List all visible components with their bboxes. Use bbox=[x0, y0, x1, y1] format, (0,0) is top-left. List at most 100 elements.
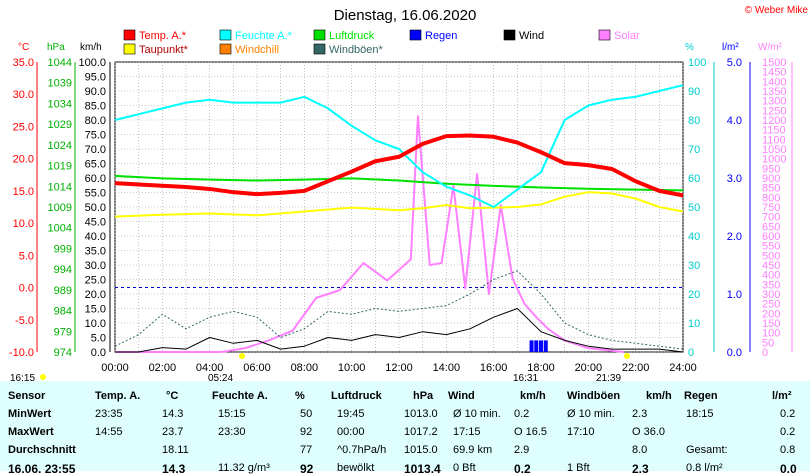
solar-tick-label: 550 bbox=[762, 241, 780, 253]
solar-tick-label: 1250 bbox=[762, 105, 786, 117]
legend-swatch bbox=[503, 29, 516, 41]
x-tick-label: 06:00 bbox=[243, 362, 271, 374]
table-cell: 18.11 bbox=[162, 444, 189, 456]
table-cell: 1 Bft bbox=[567, 462, 590, 474]
table-header: % bbox=[295, 390, 305, 402]
transit-time: 16:31 bbox=[513, 373, 538, 381]
copyright: © Weber Mike bbox=[745, 5, 809, 16]
series-dewpoint bbox=[114, 191, 684, 218]
rain-tick-label: 4.0 bbox=[727, 115, 742, 127]
humidity-tick-label: 30 bbox=[688, 260, 700, 272]
wind-tick-label: 0.0 bbox=[91, 347, 106, 359]
humidity-unit-label: % bbox=[685, 42, 694, 53]
row-label: MaxWert bbox=[8, 426, 54, 438]
legend-label: Solar bbox=[614, 30, 640, 42]
table-cell: 14.3 bbox=[162, 462, 186, 476]
table-cell: 14:55 bbox=[95, 426, 123, 438]
solar-tick-label: 1500 bbox=[762, 57, 786, 69]
x-tick-label: 18:00 bbox=[527, 362, 555, 374]
x-tick-label: 04:00 bbox=[196, 362, 224, 374]
table-cell: 2.9 bbox=[514, 444, 530, 456]
humidity-tick-label: 10 bbox=[688, 318, 700, 330]
solar-tick-label: 700 bbox=[762, 212, 780, 224]
rain-tick-label: 2.0 bbox=[727, 231, 742, 243]
table-cell: 0.0 bbox=[780, 462, 797, 476]
solar-tick-label: 1200 bbox=[762, 115, 786, 127]
temp-tick-label: 30.0 bbox=[13, 89, 34, 101]
temp-tick-label: 0.0 bbox=[19, 283, 34, 295]
humidity-tick-label: 0 bbox=[688, 347, 694, 359]
solar-tick-label: 250 bbox=[762, 299, 780, 311]
rain-tick-label: 5.0 bbox=[727, 57, 742, 69]
table-cell: 0.2 bbox=[780, 408, 796, 420]
pressure-tick-label: 989 bbox=[54, 285, 72, 297]
table-header: l/m² bbox=[772, 390, 792, 402]
table-cell: 69.9 km bbox=[453, 444, 493, 456]
x-tick-label: 20:00 bbox=[575, 362, 603, 374]
solar-tick-label: 100 bbox=[762, 328, 780, 340]
legend-swatch bbox=[313, 29, 326, 41]
solar-tick-label: 1100 bbox=[762, 134, 786, 146]
rain-tick-label: 1.0 bbox=[727, 289, 742, 301]
temp-tick-label: 25.0 bbox=[13, 121, 34, 133]
solar-tick-label: 1150 bbox=[762, 125, 786, 137]
series-pressure bbox=[114, 174, 684, 192]
x-tick-label: 24:00 bbox=[669, 362, 697, 374]
table-header: °C bbox=[166, 390, 179, 402]
x-tick-label: 14:00 bbox=[433, 362, 461, 374]
legend-swatch bbox=[598, 29, 611, 41]
pressure-tick-label: 984 bbox=[54, 306, 72, 318]
temp-tick-label: -5.0 bbox=[15, 315, 34, 327]
humidity-tick-label: 80 bbox=[688, 115, 700, 127]
rain-tick-label: 3.0 bbox=[727, 173, 742, 185]
sun-icon bbox=[40, 374, 46, 380]
wind-tick-label: 100.0 bbox=[78, 57, 106, 69]
pressure-unit-label: hPa bbox=[47, 42, 65, 53]
chart-title: Dienstag, 16.06.2020 bbox=[334, 7, 477, 24]
legend-label: Taupunkt* bbox=[139, 44, 189, 56]
wind-tick-label: 75.0 bbox=[85, 130, 106, 142]
legend-label: Temp. A.* bbox=[139, 30, 187, 42]
wind-tick-label: 10.0 bbox=[85, 318, 106, 330]
series-temp bbox=[114, 133, 684, 198]
wind-tick-label: 55.0 bbox=[85, 188, 106, 200]
legend-swatch bbox=[409, 29, 422, 41]
solar-tick-label: 900 bbox=[762, 173, 780, 185]
table-header: Temp. A. bbox=[95, 390, 141, 402]
legend-swatch bbox=[123, 43, 136, 55]
wind-tick-label: 25.0 bbox=[85, 275, 106, 287]
wind-tick-label: 80.0 bbox=[85, 115, 106, 127]
table-cell: 2.3 bbox=[632, 408, 648, 420]
rain-unit-label: l/m² bbox=[722, 42, 739, 53]
temp-tick-label: 20.0 bbox=[13, 154, 34, 166]
pressure-tick-label: 1019 bbox=[48, 161, 72, 173]
table-cell: 0.2 bbox=[514, 462, 531, 476]
wind-unit-label: km/h bbox=[80, 42, 102, 53]
wind-tick-label: 45.0 bbox=[85, 217, 106, 229]
humidity-tick-label: 90 bbox=[688, 86, 700, 98]
rain-bar bbox=[539, 340, 543, 352]
table-header: Feuchte A. bbox=[212, 390, 268, 402]
legend-label: Windböen* bbox=[329, 44, 384, 56]
wind-tick-label: 65.0 bbox=[85, 159, 106, 171]
solar-tick-label: 1350 bbox=[762, 86, 786, 98]
table-header: Regen bbox=[684, 390, 718, 402]
table-cell: 23:35 bbox=[95, 408, 123, 420]
wind-tick-label: 20.0 bbox=[85, 289, 106, 301]
table-cell: 00:00 bbox=[337, 426, 365, 438]
pressure-tick-label: 1029 bbox=[48, 119, 72, 131]
solar-tick-label: 1050 bbox=[762, 144, 786, 156]
solar-tick-label: 350 bbox=[762, 279, 780, 291]
temp-tick-label: 35.0 bbox=[13, 57, 34, 69]
pressure-tick-label: 999 bbox=[54, 243, 72, 255]
table-header: hPa bbox=[413, 390, 434, 402]
solar-tick-label: 200 bbox=[762, 308, 780, 320]
table-cell: Ø 10 min. bbox=[453, 408, 501, 420]
solar-tick-label: 300 bbox=[762, 289, 780, 301]
pressure-tick-label: 1004 bbox=[48, 223, 72, 235]
table-cell: 14.3 bbox=[162, 408, 184, 420]
series-humidity bbox=[114, 84, 684, 208]
legend-swatch bbox=[219, 29, 232, 41]
pressure-tick-label: 974 bbox=[54, 347, 72, 359]
table-cell: 19:45 bbox=[337, 408, 365, 420]
